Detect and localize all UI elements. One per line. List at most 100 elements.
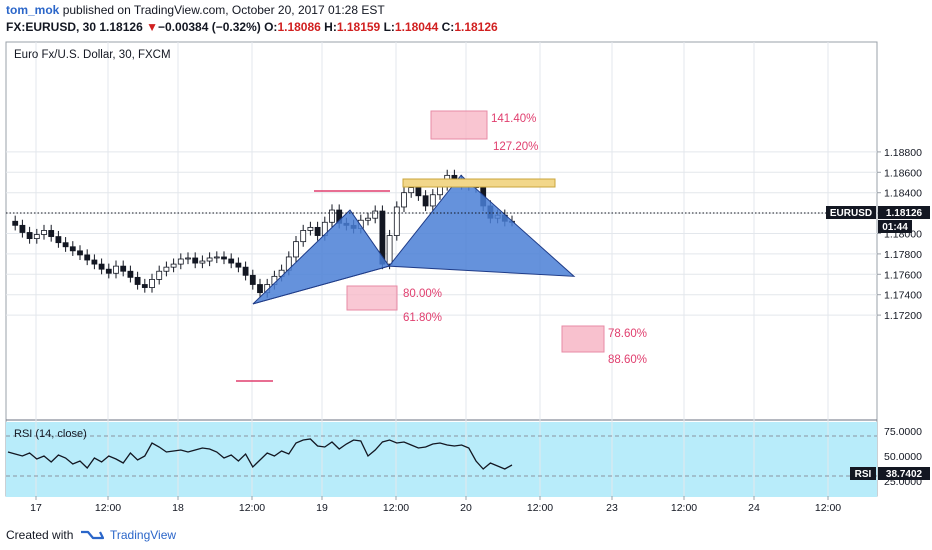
fib-label-127: 127.20% <box>493 141 538 153</box>
rsi-tick-label: 50.0000 <box>884 451 922 463</box>
price-tag-value: 1.18126 <box>886 208 923 219</box>
price-tick-label: 1.18800 <box>884 147 922 159</box>
time-axis[interactable]: 17 12:00 18 12:00 19 12:00 20 12:00 23 12:00 24 12:… <box>30 496 841 514</box>
candle-up <box>163 266 170 272</box>
candle-up <box>372 210 379 219</box>
candle-down <box>91 259 98 265</box>
ohlc-open-label: O: <box>264 20 278 34</box>
rsi-level-lines <box>6 435 877 477</box>
publication-line: tom_mok published on TradingView.com, Oc… <box>6 3 385 17</box>
fib-label-141: 141.40% <box>491 113 536 125</box>
candle-down <box>12 220 19 226</box>
candle-up <box>177 258 184 265</box>
candle-up <box>170 263 177 268</box>
ohlc-close-label: C: <box>441 20 455 34</box>
candle-down <box>257 284 263 294</box>
author-link[interactable]: tom_mok <box>6 3 60 17</box>
rsi-tick-label: 75.0000 <box>884 426 922 438</box>
candle-down <box>422 195 429 207</box>
price-axis[interactable]: 1.188001.186001.184001.182001.180001.178… <box>877 147 922 322</box>
candle-up <box>33 234 40 240</box>
fib-box-80-618[interactable] <box>346 285 398 311</box>
candle-up <box>408 187 415 194</box>
rsi-symbol-tag-label: RSI <box>855 469 872 480</box>
countdown-value: 01:44 <box>882 222 908 233</box>
published-text: published on TradingView.com, October 20… <box>62 3 385 17</box>
pattern-xb-leg <box>252 265 390 305</box>
time-tick-label: 18 <box>172 502 184 514</box>
time-tick-label: 12:00 <box>383 502 409 514</box>
price-tick-label: 1.17400 <box>884 290 922 302</box>
time-tick-label: 12:00 <box>815 502 841 514</box>
candle-up <box>300 230 307 243</box>
fib-label-618: 61.80% <box>403 312 442 324</box>
ohlc-high-label: H: <box>324 20 337 34</box>
candle-down <box>235 262 242 268</box>
fib-label-80: 80.00% <box>403 288 442 300</box>
time-tick-label: 20 <box>460 502 472 514</box>
candle-up <box>293 241 299 258</box>
candle-up <box>329 209 335 223</box>
price-tick-label: 1.18600 <box>884 167 922 179</box>
fib-label-886: 88.60% <box>608 354 647 366</box>
rsi-legend: RSI (14, close) <box>14 428 87 440</box>
price-tick-label: 1.17600 <box>884 269 922 281</box>
tradingview-logo-icon[interactable] <box>80 527 104 541</box>
resistance-zone[interactable] <box>402 178 556 188</box>
publication-header: tom_mok published on TradingView.com, Oc… <box>0 0 932 40</box>
time-tick-label: 24 <box>748 502 760 514</box>
tradingview-link[interactable]: TradingView <box>110 528 177 542</box>
time-tick-label: 12:00 <box>671 502 697 514</box>
symbol-tag <box>826 206 876 219</box>
price-change: −0.00384 (−0.32%) <box>158 20 261 34</box>
symbol-tag-label: EURUSD <box>830 208 872 219</box>
candle-up <box>206 257 213 262</box>
candle-up <box>401 192 407 208</box>
ohlc-low-label: L: <box>383 20 395 34</box>
candle-down <box>242 266 249 276</box>
fib-label-786: 78.60% <box>608 328 647 340</box>
chart-legend: Euro Fx/U.S. Dollar, 30, FXCM <box>14 49 171 61</box>
footer: Created with TradingView <box>0 520 932 550</box>
ohlc-open-value: 1.18086 <box>277 20 321 34</box>
candle-down <box>120 265 127 272</box>
candle-down <box>55 236 62 244</box>
price-tick-label: 1.17200 <box>884 310 922 322</box>
rsi-value: 38.7402 <box>886 469 923 480</box>
candle-down <box>62 242 69 248</box>
candle-down <box>48 230 55 237</box>
candle-down <box>415 187 422 197</box>
candle-up <box>199 260 206 264</box>
rsi-line <box>7 438 513 470</box>
candle-up <box>185 257 191 260</box>
candle-up <box>307 226 314 231</box>
time-tick-label: 12:00 <box>527 502 553 514</box>
ohlc-close-value: 1.18126 <box>454 20 498 34</box>
candle-down <box>314 226 321 236</box>
candle-down <box>69 246 76 252</box>
chart-area[interactable]: Euro Fx/U.S. Dollar, 30, FXCM RSI (14, c… <box>0 40 932 520</box>
quote-line: FX:EURUSD, 30 1.18126 ▼−0.00384 (−0.32%)… <box>6 20 498 34</box>
time-tick-label: 19 <box>316 502 328 514</box>
time-tick-label: 12:00 <box>239 502 265 514</box>
time-tick-label: 12:00 <box>95 502 121 514</box>
candle-down <box>105 268 112 274</box>
rsi-value-tag <box>878 467 930 480</box>
candle-up <box>213 256 220 259</box>
rsi-symbol-tag <box>850 467 876 480</box>
price-chart-canvas[interactable]: Euro Fx/U.S. Dollar, 30, FXCM RSI (14, c… <box>0 40 932 520</box>
pattern-triangle-bcd[interactable] <box>388 174 576 277</box>
fib-box-141-127[interactable] <box>430 110 488 140</box>
candle-down <box>26 232 33 239</box>
price-tag <box>878 206 930 219</box>
rsi-band <box>6 422 877 497</box>
created-with-text: Created with <box>6 528 74 542</box>
ohlc-low-value: 1.18044 <box>394 20 439 34</box>
candle-up <box>429 194 436 207</box>
candle-down <box>84 254 91 261</box>
candle-down <box>19 224 26 233</box>
last-price: 1.18126 <box>99 20 143 34</box>
candle-down <box>249 274 256 285</box>
price-tick-label: 1.17800 <box>884 249 922 261</box>
fib-box-786-886[interactable] <box>561 325 605 353</box>
